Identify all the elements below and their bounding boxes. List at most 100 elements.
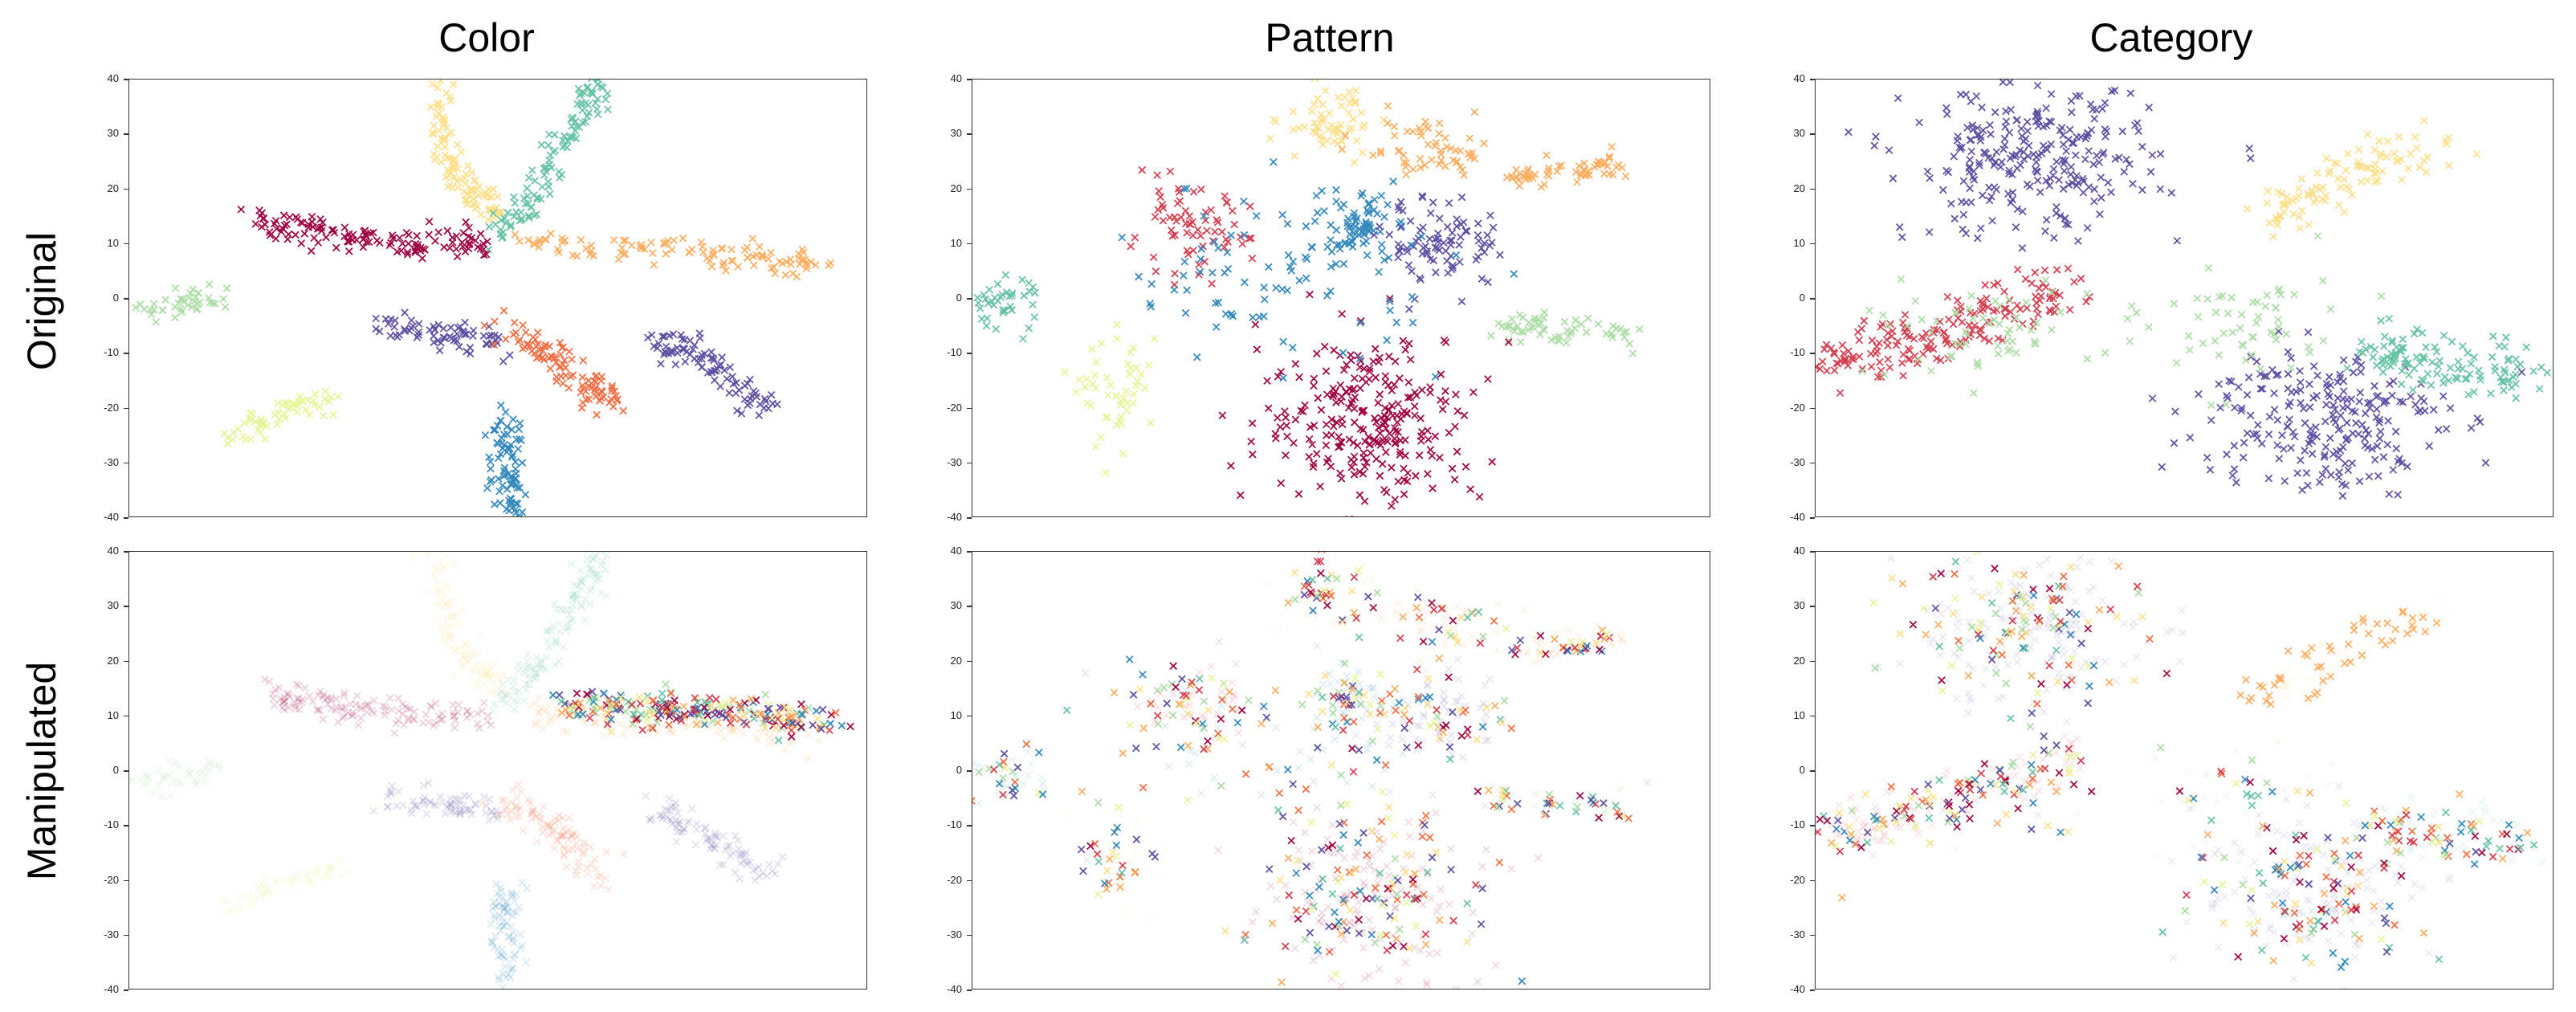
data-point-marker [831,708,840,717]
data-point-marker [2101,99,2109,107]
data-point-marker [495,900,503,908]
data-point-marker [1097,433,1105,442]
data-point-marker [2061,214,2069,222]
data-point-marker [590,386,599,394]
data-point-marker [1484,736,1492,744]
data-point-marker [332,243,340,252]
data-point-marker [1376,222,1384,231]
data-point-marker [585,108,593,117]
data-point-marker [2386,362,2395,370]
data-point-marker [459,663,468,671]
data-point-marker [276,695,284,703]
data-point-marker [526,810,535,818]
data-point-marker [422,588,431,596]
data-point-marker [1962,340,1970,349]
data-point-marker [165,771,173,780]
data-point-marker [2216,403,2224,412]
data-point-marker [398,239,406,247]
data-point-marker [703,711,711,720]
data-point-marker [256,421,265,429]
data-point-marker [1091,443,1100,451]
data-point-marker [2098,104,2106,113]
data-point-marker [388,231,397,239]
y-tick-mark [124,715,128,717]
data-point-marker [247,409,255,418]
data-point-marker [718,244,727,253]
data-point-marker [1540,810,1549,819]
data-point-marker [2222,400,2231,409]
data-point-marker [2407,392,2415,401]
data-point-marker [795,715,804,724]
data-point-marker [1562,338,1571,347]
data-point-marker [1380,213,1388,221]
data-point-marker [662,704,671,712]
data-point-marker [506,499,515,508]
data-point-marker [1406,355,1415,364]
data-point-marker [1007,306,1016,314]
data-point-marker [441,810,450,818]
data-point-marker [2338,443,2347,451]
data-point-marker [497,887,505,895]
data-point-marker [487,664,495,672]
data-point-marker [2512,380,2520,388]
data-point-marker [461,639,470,648]
data-point-marker [1596,646,1604,654]
data-point-marker [2370,160,2379,169]
data-point-marker [334,718,342,726]
data-point-marker [592,718,600,727]
data-point-marker [2386,354,2395,362]
data-point-marker [1130,390,1138,398]
data-point-marker [2008,188,2017,197]
data-point-marker [548,626,556,635]
data-point-marker [666,815,674,824]
data-point-marker [550,130,559,139]
data-point-marker [1615,812,1624,820]
data-point-marker [560,132,569,141]
data-point-marker [1994,349,2003,358]
data-point-marker [1604,805,1612,814]
data-point-marker [494,690,502,698]
data-point-marker [503,810,512,818]
data-point-marker [1494,600,1502,608]
data-point-marker [1360,121,1368,129]
data-point-marker [750,261,758,269]
data-point-marker [1437,736,1445,744]
data-point-marker [1416,946,1425,955]
data-point-marker [1252,212,1261,220]
data-point-marker [1541,640,1549,648]
data-point-marker [2021,135,2030,143]
data-point-marker [1309,956,1318,965]
data-point-marker [565,814,573,822]
data-point-marker [421,246,429,254]
data-point-marker [601,95,610,104]
data-point-marker [1595,814,1603,822]
data-point-marker [444,603,453,611]
data-point-marker [446,96,455,105]
data-point-marker [573,582,581,590]
data-point-marker [1885,363,1894,372]
data-point-marker [149,300,158,308]
data-point-marker [642,792,650,800]
data-point-marker [484,215,492,224]
data-point-marker [1321,671,1330,679]
data-point-marker [562,863,571,871]
data-point-marker [2357,361,2366,369]
data-point-marker [1372,373,1380,382]
data-point-marker [1247,234,1255,243]
data-point-marker [1298,407,1307,416]
data-point-marker [660,239,668,247]
data-point-marker [1319,875,1327,883]
data-point-marker [1394,253,1402,262]
data-point-marker [1249,313,1257,322]
data-point-marker [1396,223,1405,231]
data-point-marker [1417,427,1426,436]
data-point-marker [1112,852,1121,860]
data-point-marker [2301,418,2309,427]
data-point-marker [502,335,510,344]
data-point-marker [1350,209,1359,218]
data-point-marker [674,819,682,828]
data-point-marker [622,236,630,244]
data-point-marker [531,177,539,185]
data-point-marker [556,627,564,636]
data-point-marker [1994,342,2002,350]
